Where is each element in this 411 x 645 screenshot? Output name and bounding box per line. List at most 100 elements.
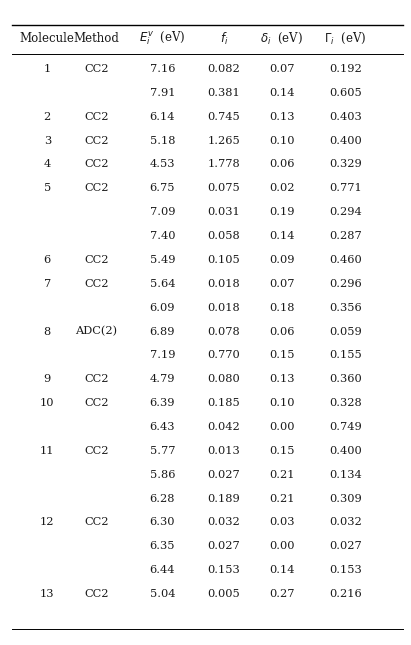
Text: CC2: CC2 — [84, 159, 109, 170]
Text: 0.058: 0.058 — [208, 231, 240, 241]
Text: 6.09: 6.09 — [150, 303, 175, 313]
Text: 0.07: 0.07 — [269, 279, 294, 289]
Text: 0.155: 0.155 — [329, 350, 362, 361]
Text: 5.04: 5.04 — [150, 589, 175, 599]
Text: 0.21: 0.21 — [269, 470, 294, 480]
Text: 1.778: 1.778 — [208, 159, 240, 170]
Text: 6: 6 — [44, 255, 51, 265]
Text: $E_i^v$  (eV): $E_i^v$ (eV) — [139, 30, 186, 48]
Text: 6.30: 6.30 — [150, 517, 175, 528]
Text: 0.00: 0.00 — [269, 541, 294, 551]
Text: 5.18: 5.18 — [150, 135, 175, 146]
Text: 0.356: 0.356 — [329, 303, 362, 313]
Text: 0.059: 0.059 — [329, 326, 362, 337]
Text: $f_i$: $f_i$ — [220, 31, 228, 46]
Text: 0.770: 0.770 — [208, 350, 240, 361]
Text: 0.080: 0.080 — [208, 374, 240, 384]
Text: 0.400: 0.400 — [329, 446, 362, 456]
Text: 0.134: 0.134 — [329, 470, 362, 480]
Text: 0.00: 0.00 — [269, 422, 294, 432]
Text: 0.360: 0.360 — [329, 374, 362, 384]
Text: 5.49: 5.49 — [150, 255, 175, 265]
Text: 0.745: 0.745 — [208, 112, 240, 122]
Text: 0.13: 0.13 — [269, 112, 294, 122]
Text: 0.189: 0.189 — [208, 493, 240, 504]
Text: 0.15: 0.15 — [269, 446, 294, 456]
Text: 0.075: 0.075 — [208, 183, 240, 194]
Text: 0.032: 0.032 — [208, 517, 240, 528]
Text: 0.082: 0.082 — [208, 64, 240, 74]
Text: CC2: CC2 — [84, 446, 109, 456]
Text: 0.460: 0.460 — [329, 255, 362, 265]
Text: 0.19: 0.19 — [269, 207, 294, 217]
Text: 5: 5 — [44, 183, 51, 194]
Text: 6.89: 6.89 — [150, 326, 175, 337]
Text: 12: 12 — [40, 517, 55, 528]
Text: CC2: CC2 — [84, 517, 109, 528]
Text: 7.16: 7.16 — [150, 64, 175, 74]
Text: 0.294: 0.294 — [329, 207, 362, 217]
Text: 3: 3 — [44, 135, 51, 146]
Text: 9: 9 — [44, 374, 51, 384]
Text: 0.605: 0.605 — [329, 88, 362, 98]
Text: 7.40: 7.40 — [150, 231, 175, 241]
Text: 0.27: 0.27 — [269, 589, 294, 599]
Text: CC2: CC2 — [84, 589, 109, 599]
Text: 0.06: 0.06 — [269, 159, 294, 170]
Text: 0.105: 0.105 — [208, 255, 240, 265]
Text: 1.265: 1.265 — [208, 135, 240, 146]
Text: 0.09: 0.09 — [269, 255, 294, 265]
Text: 0.10: 0.10 — [269, 398, 294, 408]
Text: 0.403: 0.403 — [329, 112, 362, 122]
Text: CC2: CC2 — [84, 279, 109, 289]
Text: 11: 11 — [40, 446, 55, 456]
Text: $\Gamma_i$  (eV): $\Gamma_i$ (eV) — [324, 31, 367, 46]
Text: CC2: CC2 — [84, 112, 109, 122]
Text: 0.153: 0.153 — [329, 565, 362, 575]
Text: 1: 1 — [44, 64, 51, 74]
Text: CC2: CC2 — [84, 183, 109, 194]
Text: 0.400: 0.400 — [329, 135, 362, 146]
Text: 0.185: 0.185 — [208, 398, 240, 408]
Text: 13: 13 — [40, 589, 55, 599]
Text: 0.14: 0.14 — [269, 231, 294, 241]
Text: 7.09: 7.09 — [150, 207, 175, 217]
Text: 0.14: 0.14 — [269, 565, 294, 575]
Text: 0.005: 0.005 — [208, 589, 240, 599]
Text: 0.07: 0.07 — [269, 64, 294, 74]
Text: 0.287: 0.287 — [329, 231, 362, 241]
Text: 0.296: 0.296 — [329, 279, 362, 289]
Text: 0.21: 0.21 — [269, 493, 294, 504]
Text: 0.14: 0.14 — [269, 88, 294, 98]
Text: 4.53: 4.53 — [150, 159, 175, 170]
Text: CC2: CC2 — [84, 64, 109, 74]
Text: 0.03: 0.03 — [269, 517, 294, 528]
Text: 0.18: 0.18 — [269, 303, 294, 313]
Text: 0.042: 0.042 — [208, 422, 240, 432]
Text: 6.39: 6.39 — [150, 398, 175, 408]
Text: 7.91: 7.91 — [150, 88, 175, 98]
Text: CC2: CC2 — [84, 255, 109, 265]
Text: 0.309: 0.309 — [329, 493, 362, 504]
Text: 0.018: 0.018 — [208, 303, 240, 313]
Text: 0.771: 0.771 — [329, 183, 362, 194]
Text: 7.19: 7.19 — [150, 350, 175, 361]
Text: 0.013: 0.013 — [208, 446, 240, 456]
Text: 6.75: 6.75 — [150, 183, 175, 194]
Text: 2: 2 — [44, 112, 51, 122]
Text: 4.79: 4.79 — [150, 374, 175, 384]
Text: 0.216: 0.216 — [329, 589, 362, 599]
Text: CC2: CC2 — [84, 374, 109, 384]
Text: 6.43: 6.43 — [150, 422, 175, 432]
Text: 6.14: 6.14 — [150, 112, 175, 122]
Text: 6.35: 6.35 — [150, 541, 175, 551]
Text: 0.153: 0.153 — [208, 565, 240, 575]
Text: 0.15: 0.15 — [269, 350, 294, 361]
Text: 7: 7 — [44, 279, 51, 289]
Text: 0.027: 0.027 — [329, 541, 362, 551]
Text: 6.44: 6.44 — [150, 565, 175, 575]
Text: ADC(2): ADC(2) — [76, 326, 118, 337]
Text: $\delta_i$  (eV): $\delta_i$ (eV) — [260, 31, 303, 46]
Text: 0.192: 0.192 — [329, 64, 362, 74]
Text: 0.032: 0.032 — [329, 517, 362, 528]
